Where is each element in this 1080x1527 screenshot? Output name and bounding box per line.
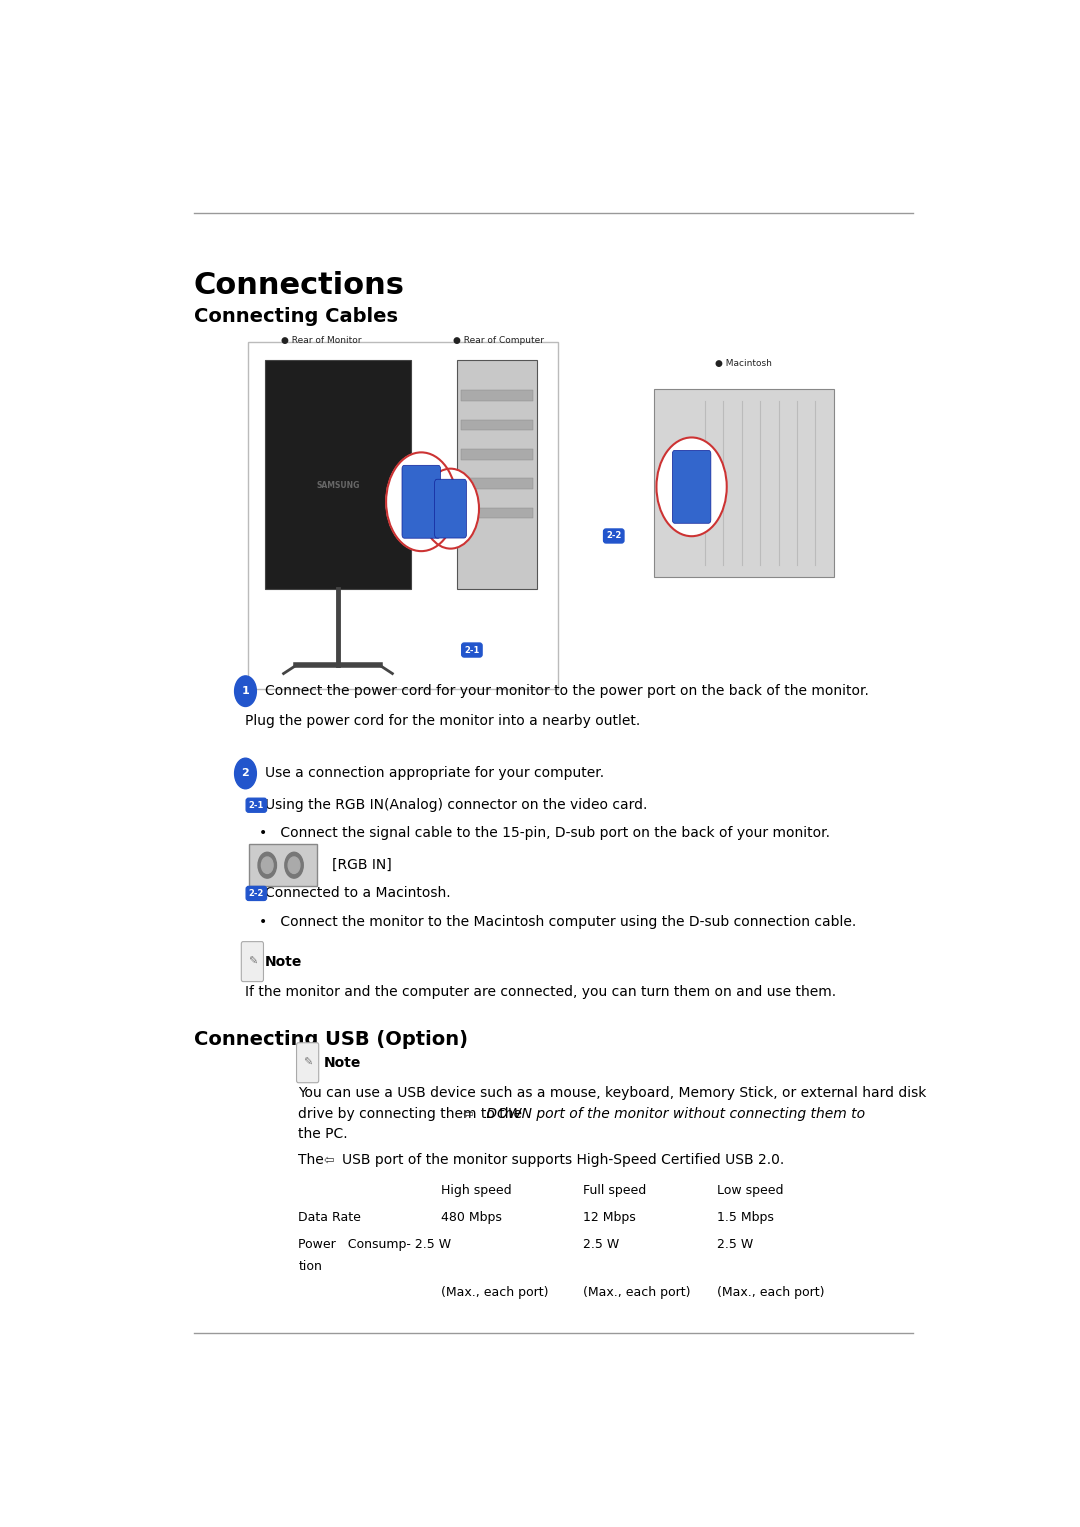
Text: [RGB IN]: [RGB IN] bbox=[332, 858, 391, 872]
Text: High speed: High speed bbox=[441, 1185, 511, 1197]
Circle shape bbox=[234, 759, 256, 789]
Text: Connected to a Macintosh.: Connected to a Macintosh. bbox=[265, 886, 450, 901]
Text: You can use a USB device such as a mouse, keyboard, Memory Stick, or external ha: You can use a USB device such as a mouse… bbox=[298, 1086, 927, 1101]
Text: ● Macintosh: ● Macintosh bbox=[715, 359, 772, 368]
Text: 12 Mbps: 12 Mbps bbox=[583, 1211, 635, 1225]
Circle shape bbox=[234, 676, 256, 707]
FancyBboxPatch shape bbox=[461, 420, 532, 431]
Text: (Max., each port): (Max., each port) bbox=[717, 1286, 824, 1298]
Text: 2.5 W: 2.5 W bbox=[583, 1238, 619, 1252]
Text: Power   Consump- 2.5 W: Power Consump- 2.5 W bbox=[298, 1238, 451, 1252]
Text: The: The bbox=[298, 1153, 324, 1167]
Text: SAMSUNG: SAMSUNG bbox=[316, 481, 360, 490]
FancyBboxPatch shape bbox=[461, 391, 532, 400]
Text: DOWN port of the monitor without connecting them to: DOWN port of the monitor without connect… bbox=[482, 1107, 865, 1121]
Text: Using the RGB IN(Analog) connector on the video card.: Using the RGB IN(Analog) connector on th… bbox=[265, 799, 647, 812]
Text: (Max., each port): (Max., each port) bbox=[583, 1286, 690, 1298]
Text: Connecting USB (Option): Connecting USB (Option) bbox=[193, 1029, 468, 1049]
Text: USB port of the monitor supports High-Speed Certified USB 2.0.: USB port of the monitor supports High-Sp… bbox=[341, 1153, 784, 1167]
FancyBboxPatch shape bbox=[434, 479, 467, 538]
Text: Note: Note bbox=[265, 954, 302, 968]
Text: tion: tion bbox=[298, 1260, 322, 1272]
Text: 2-2: 2-2 bbox=[248, 889, 264, 898]
FancyBboxPatch shape bbox=[241, 942, 264, 982]
Text: ⇦: ⇦ bbox=[463, 1109, 474, 1121]
FancyBboxPatch shape bbox=[653, 389, 834, 577]
Text: Data Rate: Data Rate bbox=[298, 1211, 361, 1225]
Text: 2-2: 2-2 bbox=[606, 531, 621, 541]
Text: 1.5 Mbps: 1.5 Mbps bbox=[717, 1211, 773, 1225]
Text: •   Connect the monitor to the Macintosh computer using the D-sub connection cab: • Connect the monitor to the Macintosh c… bbox=[259, 915, 856, 928]
Circle shape bbox=[657, 437, 727, 536]
FancyBboxPatch shape bbox=[461, 478, 532, 489]
FancyBboxPatch shape bbox=[248, 844, 318, 886]
Text: Connect the power cord for your monitor to the power port on the back of the mon: Connect the power cord for your monitor … bbox=[265, 684, 868, 698]
Circle shape bbox=[387, 452, 457, 551]
FancyBboxPatch shape bbox=[402, 466, 441, 538]
Text: 2-1: 2-1 bbox=[464, 646, 480, 655]
Circle shape bbox=[288, 857, 300, 873]
Text: Plug the power cord for the monitor into a nearby outlet.: Plug the power cord for the monitor into… bbox=[245, 713, 640, 727]
Circle shape bbox=[258, 852, 276, 878]
Text: Connections: Connections bbox=[193, 272, 405, 301]
FancyBboxPatch shape bbox=[673, 450, 711, 524]
Text: 2: 2 bbox=[242, 768, 249, 779]
FancyBboxPatch shape bbox=[461, 449, 532, 460]
FancyBboxPatch shape bbox=[297, 1043, 319, 1083]
Text: If the monitor and the computer are connected, you can turn them on and use them: If the monitor and the computer are conn… bbox=[245, 985, 837, 999]
Circle shape bbox=[285, 852, 303, 878]
Text: drive by connecting them to the: drive by connecting them to the bbox=[298, 1107, 523, 1121]
FancyBboxPatch shape bbox=[265, 360, 411, 589]
FancyBboxPatch shape bbox=[457, 360, 537, 589]
Text: 1: 1 bbox=[242, 686, 249, 696]
Text: •   Connect the signal cable to the 15-pin, D-sub port on the back of your monit: • Connect the signal cable to the 15-pin… bbox=[259, 826, 829, 840]
Text: 480 Mbps: 480 Mbps bbox=[441, 1211, 501, 1225]
Text: Note: Note bbox=[323, 1055, 361, 1070]
Text: ● Rear of Computer: ● Rear of Computer bbox=[454, 336, 544, 345]
Text: ✎: ✎ bbox=[303, 1058, 312, 1067]
Text: 2.5 W: 2.5 W bbox=[717, 1238, 753, 1252]
FancyBboxPatch shape bbox=[461, 508, 532, 518]
Circle shape bbox=[261, 857, 273, 873]
Text: Low speed: Low speed bbox=[717, 1185, 783, 1197]
Text: ⇦: ⇦ bbox=[323, 1154, 334, 1167]
Text: (Max., each port): (Max., each port) bbox=[441, 1286, 548, 1298]
Text: ✎: ✎ bbox=[247, 956, 257, 967]
Text: ● Rear of Monitor: ● Rear of Monitor bbox=[282, 336, 362, 345]
Text: 2-1: 2-1 bbox=[248, 800, 264, 809]
Circle shape bbox=[422, 469, 480, 548]
Text: Full speed: Full speed bbox=[583, 1185, 646, 1197]
Text: the PC.: the PC. bbox=[298, 1127, 348, 1142]
Text: Connecting Cables: Connecting Cables bbox=[193, 307, 397, 325]
Text: Use a connection appropriate for your computer.: Use a connection appropriate for your co… bbox=[265, 767, 604, 780]
